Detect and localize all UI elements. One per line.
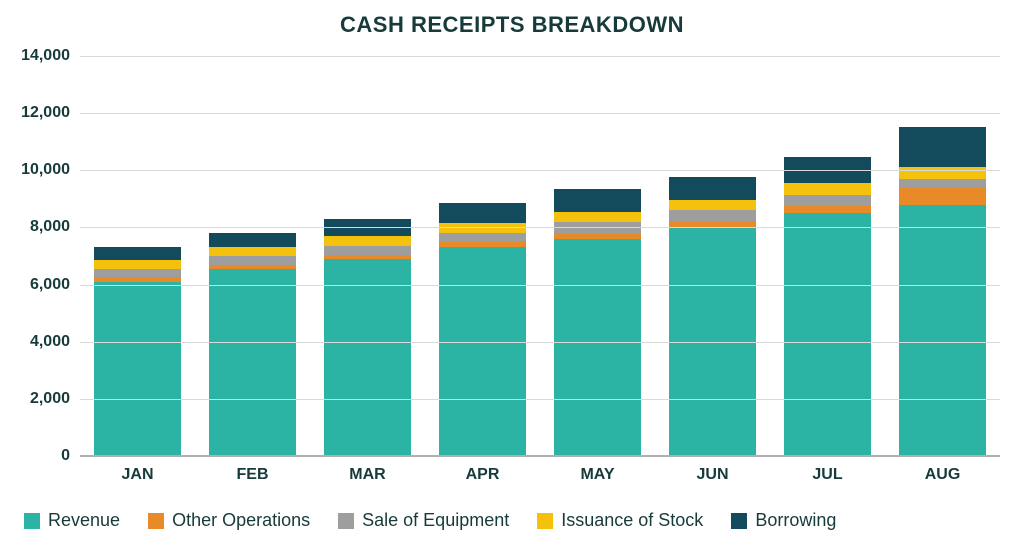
- stacked-bar: [324, 219, 411, 456]
- bar-segment: [669, 210, 756, 221]
- gridline: [80, 399, 1000, 400]
- y-tick-label: 10,000: [21, 161, 70, 179]
- bar-segment: [554, 212, 641, 222]
- bar-slot: AUG: [885, 56, 1000, 456]
- bar-segment: [439, 247, 526, 456]
- plot-area: JANFEBMARAPRMAYJUNJULAUG 02,0004,0006,00…: [80, 56, 1000, 456]
- y-tick-label: 12,000: [21, 104, 70, 122]
- bar-segment: [784, 195, 871, 206]
- bars-group: JANFEBMARAPRMAYJUNJULAUG: [80, 56, 1000, 456]
- bar-slot: JUN: [655, 56, 770, 456]
- stacked-bar: [554, 189, 641, 456]
- bar-segment: [439, 233, 526, 242]
- y-tick-label: 2,000: [30, 390, 70, 408]
- bar-segment: [669, 177, 756, 200]
- stacked-bar: [669, 177, 756, 456]
- legend-item: Borrowing: [731, 510, 836, 531]
- bar-segment: [94, 269, 181, 278]
- x-tick-label: APR: [425, 466, 540, 484]
- legend-swatch: [148, 513, 164, 529]
- x-tick-label: JUN: [655, 466, 770, 484]
- x-tick-label: JUL: [770, 466, 885, 484]
- bar-segment: [899, 187, 986, 204]
- stacked-bar: [209, 233, 296, 456]
- stacked-bar: [439, 203, 526, 456]
- stacked-bar: [784, 157, 871, 456]
- y-tick-label: 14,000: [21, 47, 70, 65]
- bar-segment: [209, 247, 296, 256]
- bar-segment: [899, 127, 986, 167]
- bar-segment: [554, 189, 641, 212]
- x-tick-label: MAR: [310, 466, 425, 484]
- bar-segment: [94, 247, 181, 260]
- legend-label: Sale of Equipment: [362, 510, 509, 531]
- legend: Revenue Other Operations Sale of Equipment…: [24, 510, 836, 531]
- gridline: [80, 170, 1000, 171]
- bar-segment: [94, 260, 181, 269]
- gridline: [80, 342, 1000, 343]
- bar-slot: MAY: [540, 56, 655, 456]
- bar-segment: [439, 203, 526, 223]
- legend-label: Other Operations: [172, 510, 310, 531]
- gridline: [80, 285, 1000, 286]
- bar-slot: JAN: [80, 56, 195, 456]
- chart-container: CASH RECEIPTS BREAKDOWN JANFEBMARAPRMAYJ…: [0, 0, 1024, 552]
- x-axis-line: [80, 455, 1000, 457]
- bar-segment: [784, 183, 871, 194]
- legend-swatch: [24, 513, 40, 529]
- bar-segment: [94, 282, 181, 456]
- bar-segment: [324, 246, 411, 255]
- legend-swatch: [338, 513, 354, 529]
- gridline: [80, 227, 1000, 228]
- bar-slot: MAR: [310, 56, 425, 456]
- bar-segment: [554, 239, 641, 456]
- x-tick-label: MAY: [540, 466, 655, 484]
- chart-title: CASH RECEIPTS BREAKDOWN: [0, 0, 1024, 38]
- bar-segment: [209, 256, 296, 265]
- bar-slot: APR: [425, 56, 540, 456]
- legend-label: Revenue: [48, 510, 120, 531]
- x-tick-label: JAN: [80, 466, 195, 484]
- bar-segment: [784, 213, 871, 456]
- bar-segment: [209, 269, 296, 456]
- legend-item: Issuance of Stock: [537, 510, 703, 531]
- stacked-bar: [94, 247, 181, 456]
- y-tick-label: 0: [61, 447, 70, 465]
- bar-segment: [669, 200, 756, 210]
- bar-segment: [899, 167, 986, 178]
- legend-swatch: [731, 513, 747, 529]
- bar-segment: [324, 259, 411, 456]
- bar-segment: [784, 206, 871, 213]
- bar-slot: JUL: [770, 56, 885, 456]
- bar-segment: [899, 205, 986, 456]
- bar-segment: [899, 179, 986, 188]
- x-tick-label: FEB: [195, 466, 310, 484]
- legend-item: Sale of Equipment: [338, 510, 509, 531]
- bar-segment: [324, 236, 411, 246]
- legend-label: Issuance of Stock: [561, 510, 703, 531]
- legend-label: Borrowing: [755, 510, 836, 531]
- y-tick-label: 8,000: [30, 218, 70, 236]
- stacked-bar: [899, 127, 986, 456]
- gridline: [80, 113, 1000, 114]
- x-tick-label: AUG: [885, 466, 1000, 484]
- y-tick-label: 4,000: [30, 333, 70, 351]
- legend-item: Other Operations: [148, 510, 310, 531]
- bar-segment: [209, 233, 296, 247]
- y-tick-label: 6,000: [30, 276, 70, 294]
- bar-slot: FEB: [195, 56, 310, 456]
- legend-item: Revenue: [24, 510, 120, 531]
- legend-swatch: [537, 513, 553, 529]
- gridline: [80, 56, 1000, 57]
